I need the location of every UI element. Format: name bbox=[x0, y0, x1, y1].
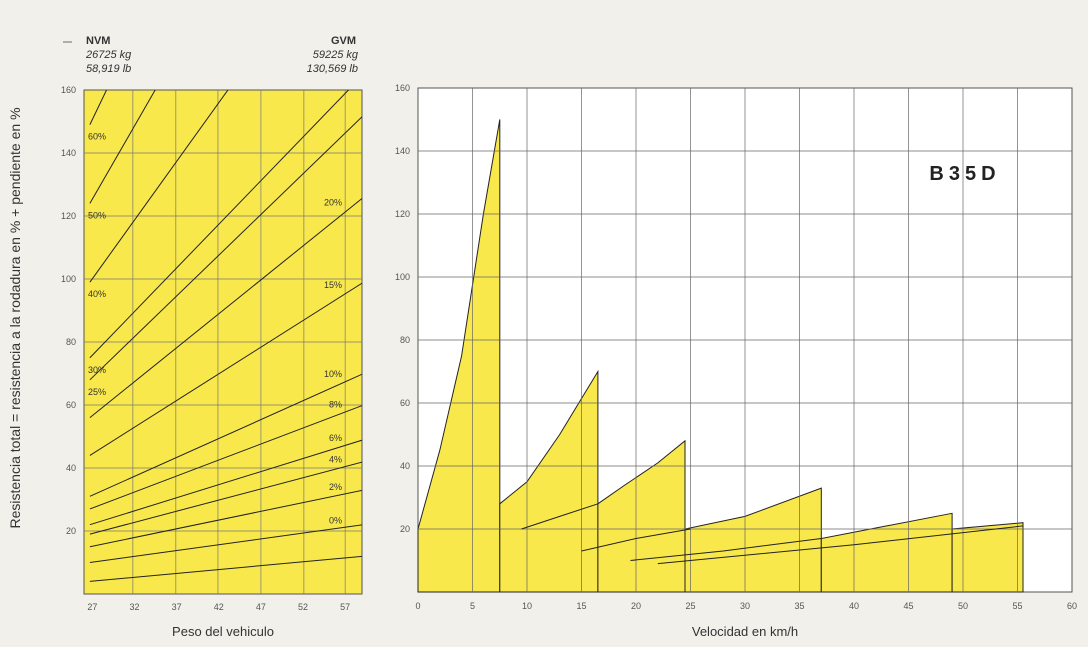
gear-curve bbox=[630, 538, 822, 561]
y-tick-label: 120 bbox=[395, 209, 410, 219]
gvm-label: GVM bbox=[331, 35, 356, 47]
gear-curve bbox=[521, 503, 599, 530]
grade-line bbox=[89, 405, 362, 510]
x-tick-label: 55 bbox=[1012, 601, 1022, 611]
y-tick-label: 100 bbox=[61, 274, 76, 284]
grade-line bbox=[89, 116, 362, 381]
y-tick-label: 40 bbox=[400, 461, 410, 471]
y-tick-label: 60 bbox=[66, 400, 76, 410]
x-tick-label: 35 bbox=[794, 601, 804, 611]
x-tick-label: 27 bbox=[87, 602, 97, 612]
y-tick-label: 140 bbox=[61, 148, 76, 158]
y-tick-label: 100 bbox=[395, 272, 410, 282]
grade-label: 2% bbox=[329, 482, 342, 492]
grade-line bbox=[89, 282, 362, 456]
y-axis-label: Resistencia total = resistencia a la rod… bbox=[7, 107, 23, 528]
speed-chart: 0 5 10 15 20 25 30 35 40 45 50 55 60 20 40 60 80 100 120 14… bbox=[395, 83, 1077, 639]
y-tick-label: 20 bbox=[66, 526, 76, 536]
x-tick-label: 25 bbox=[685, 601, 695, 611]
x-tick-label: 45 bbox=[903, 601, 913, 611]
y-tick-label: 20 bbox=[400, 524, 410, 534]
x-tick-label: 57 bbox=[340, 602, 350, 612]
y-tick-label: 160 bbox=[395, 83, 410, 93]
y-tick-label: 80 bbox=[400, 335, 410, 345]
y-tick-label: 140 bbox=[395, 146, 410, 156]
grade-line bbox=[89, 90, 229, 283]
gear-curve bbox=[581, 528, 691, 552]
nvm-label: NVM bbox=[86, 35, 110, 47]
x-tick-label: 60 bbox=[1067, 601, 1077, 611]
x-tick-label: 15 bbox=[576, 601, 586, 611]
x-tick-label: 52 bbox=[298, 602, 308, 612]
grade-line bbox=[89, 555, 362, 582]
y-tick-label: 40 bbox=[66, 463, 76, 473]
grade-line bbox=[89, 524, 362, 563]
grade-line bbox=[89, 197, 362, 418]
y-tick-label: 80 bbox=[66, 337, 76, 347]
grade-label: 8% bbox=[329, 399, 342, 409]
gvm-lb: 130,569 lb bbox=[307, 63, 358, 75]
x-tick-label: 20 bbox=[631, 601, 641, 611]
x-tick-label: 5 bbox=[470, 601, 475, 611]
grade-label: 60% bbox=[88, 132, 106, 142]
y-tick-label: 160 bbox=[61, 85, 76, 95]
grade-label: 50% bbox=[88, 210, 106, 220]
grade-line bbox=[89, 90, 156, 204]
grade-label: 4% bbox=[329, 454, 342, 464]
grade-line bbox=[89, 439, 362, 526]
grade-label: 20% bbox=[324, 198, 342, 208]
nvm-lb: 58,919 lb bbox=[86, 63, 131, 75]
x-tick-label: 47 bbox=[256, 602, 266, 612]
grade-label: 30% bbox=[88, 365, 106, 375]
gear-area bbox=[951, 522, 1024, 593]
x-axis-label: Peso del vehiculo bbox=[172, 624, 274, 639]
gear-curve bbox=[657, 525, 1024, 565]
x-tick-label: 0 bbox=[415, 601, 420, 611]
grade-label: 0% bbox=[329, 516, 342, 526]
y-tick-label: 60 bbox=[400, 398, 410, 408]
x-tick-label: 37 bbox=[172, 602, 182, 612]
x-tick-label: 30 bbox=[740, 601, 750, 611]
grade-line bbox=[89, 90, 350, 359]
grade-label: 25% bbox=[88, 387, 106, 397]
gear-area bbox=[417, 119, 501, 593]
x-tick-label: 32 bbox=[130, 602, 140, 612]
grade-label: 10% bbox=[324, 369, 342, 379]
grade-lines bbox=[89, 90, 362, 582]
grade-line bbox=[89, 461, 362, 535]
weight-chart: 60% 50% 40% 30% 25% 20% 15% 10% 8% 6% 4% 2% 0% 27 32 37… bbox=[61, 35, 363, 639]
model-label: B35D bbox=[929, 163, 1000, 185]
x-tick-label: 10 bbox=[522, 601, 532, 611]
y-tick-label: 120 bbox=[61, 211, 76, 221]
x-tick-label: 42 bbox=[214, 602, 224, 612]
grade-label: 40% bbox=[88, 289, 106, 299]
grade-line bbox=[89, 373, 362, 497]
grade-label: 15% bbox=[324, 280, 342, 290]
grade-line bbox=[89, 489, 362, 548]
x-tick-label: 40 bbox=[849, 601, 859, 611]
gear-area bbox=[684, 487, 822, 593]
gvm-kg: 59225 kg bbox=[313, 49, 359, 61]
grade-label: 6% bbox=[329, 433, 342, 443]
x-axis-label: Velocidad en km/h bbox=[692, 624, 798, 639]
x-tick-label: 50 bbox=[958, 601, 968, 611]
nvm-kg: 26725 kg bbox=[85, 49, 132, 61]
